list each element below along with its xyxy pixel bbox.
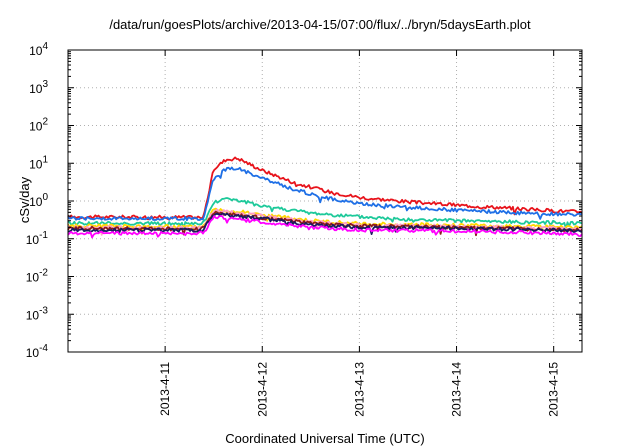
y-tick-label: 10-1 bbox=[26, 230, 49, 247]
label-layer: 10-4 10-3 10-2 10-1 100 101 102 103 104 2013-4-11… bbox=[26, 41, 561, 417]
series-line bbox=[67, 215, 583, 239]
y-tick-label: 102 bbox=[29, 117, 48, 134]
series-line bbox=[67, 156, 583, 221]
x-tick-label: 2013-4-13 bbox=[352, 362, 366, 417]
y-tick-label: 100 bbox=[29, 192, 48, 209]
series-line bbox=[67, 208, 583, 236]
grid-layer bbox=[68, 50, 582, 352]
x-axis-title: Coordinated Universal Time (UTC) bbox=[225, 431, 424, 446]
series-line bbox=[67, 212, 583, 236]
y-tick-label: 10-4 bbox=[26, 343, 49, 360]
chart-title: /data/run/goesPlots/archive/2013-04-15/0… bbox=[109, 17, 531, 32]
x-tick-label: 2013-4-14 bbox=[450, 362, 464, 417]
y-tick-label: 103 bbox=[29, 79, 48, 96]
series-line bbox=[67, 197, 583, 230]
x-tick-label: 2013-4-11 bbox=[158, 362, 172, 416]
series-layer bbox=[67, 156, 583, 239]
y-tick-label: 104 bbox=[29, 41, 48, 58]
y-tick-label: 10-3 bbox=[26, 305, 49, 322]
y-tick-label: 10-2 bbox=[26, 268, 49, 285]
tick-layer bbox=[68, 49, 582, 353]
y-axis-title: cSv/day bbox=[17, 176, 32, 223]
x-tick-label: 2013-4-12 bbox=[255, 362, 269, 417]
series-line bbox=[67, 166, 582, 222]
x-tick-label: 2013-4-15 bbox=[547, 362, 561, 417]
y-tick-label: 101 bbox=[29, 154, 48, 171]
